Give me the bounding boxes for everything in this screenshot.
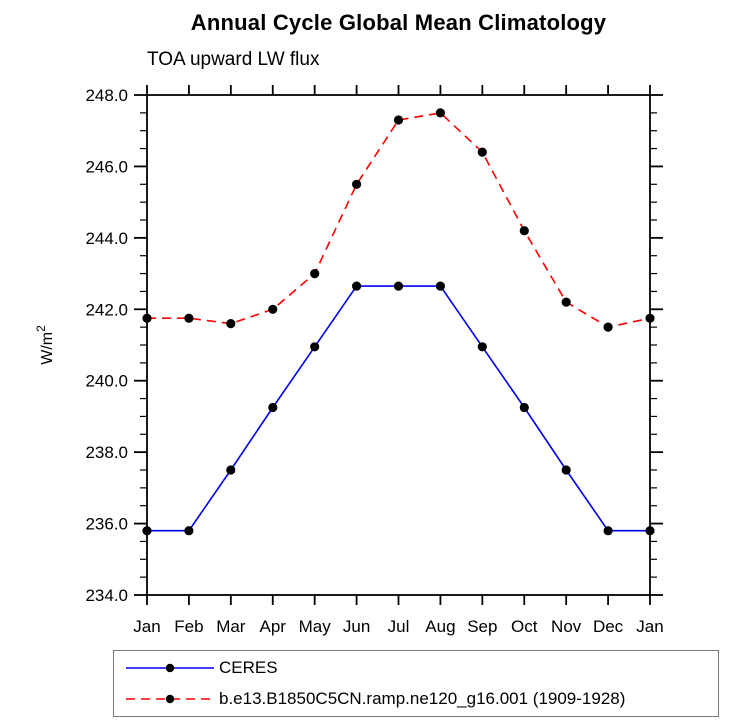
x-tick-label: Jul bbox=[388, 617, 410, 636]
x-tick-label: Jun bbox=[343, 617, 370, 636]
data-point-marker bbox=[603, 526, 613, 536]
legend-item-model: b.e13.B1850C5CN.ramp.ne120_g16.001 (1909… bbox=[114, 684, 718, 715]
data-point-marker bbox=[435, 281, 445, 291]
legend-label-ceres: CERES bbox=[219, 658, 278, 677]
data-point-marker bbox=[393, 115, 404, 125]
y-tick-label: 248.0 bbox=[85, 86, 128, 105]
data-point-marker bbox=[603, 322, 613, 332]
data-point-marker bbox=[310, 269, 320, 279]
data-point-marker bbox=[268, 304, 278, 314]
chart-subtitle: TOA upward LW flux bbox=[147, 49, 320, 70]
legend: CERES b.e13.B1850C5CN.ramp.ne120_g16.001… bbox=[113, 650, 719, 717]
y-tick-label: 244.0 bbox=[85, 229, 128, 248]
model-line-sample-icon bbox=[126, 694, 214, 704]
data-point-marker bbox=[435, 108, 445, 118]
data-point-marker bbox=[352, 281, 362, 291]
data-point-marker bbox=[268, 402, 278, 413]
x-tick-label: Jan bbox=[133, 617, 160, 636]
data-point-marker bbox=[142, 313, 152, 323]
data-point-marker bbox=[477, 147, 487, 157]
legend-label-model: b.e13.B1850C5CN.ramp.ne120_g16.001 (1909… bbox=[219, 689, 626, 708]
data-point-marker bbox=[519, 402, 529, 413]
x-tick-label: Apr bbox=[260, 617, 287, 636]
x-tick-label: Aug bbox=[425, 617, 455, 636]
data-point-marker bbox=[184, 526, 194, 536]
x-tick-label: Mar bbox=[216, 617, 246, 636]
data-point-marker bbox=[184, 313, 194, 323]
ceres-line-sample-icon bbox=[126, 663, 214, 673]
y-tick-label: 240.0 bbox=[85, 372, 128, 391]
data-point-marker bbox=[645, 313, 655, 323]
chart-title: Annual Cycle Global Mean Climatology bbox=[190, 10, 607, 35]
data-point-marker bbox=[561, 465, 571, 475]
x-tick-label: Feb bbox=[174, 617, 203, 636]
x-tick-label: Dec bbox=[593, 617, 624, 636]
model-line bbox=[147, 112, 651, 328]
data-point-marker bbox=[226, 465, 236, 475]
data-point-marker bbox=[519, 226, 529, 236]
data-point-marker bbox=[352, 179, 362, 189]
x-tick-label: May bbox=[299, 617, 332, 636]
data-point-marker bbox=[393, 281, 404, 291]
y-tick-label: 246.0 bbox=[85, 157, 128, 176]
y-tick-label: 242.0 bbox=[85, 300, 128, 319]
x-tick-label: Sep bbox=[467, 617, 497, 636]
legend-item-ceres: CERES bbox=[114, 653, 718, 684]
x-tick-label: Jan bbox=[636, 617, 663, 636]
data-point-marker bbox=[310, 342, 320, 352]
y-axis-title: W/m2 bbox=[34, 325, 56, 365]
y-tick-label: 238.0 bbox=[85, 443, 128, 462]
data-point-marker bbox=[226, 319, 236, 329]
data-point-marker bbox=[645, 526, 655, 536]
data-point-marker bbox=[477, 342, 487, 352]
data-point-marker bbox=[142, 526, 152, 536]
x-tick-label: Oct bbox=[511, 617, 538, 636]
x-tick-label: Nov bbox=[551, 617, 582, 636]
y-tick-label: 234.0 bbox=[85, 586, 128, 605]
y-tick-label: 236.0 bbox=[85, 515, 128, 534]
data-point-marker bbox=[561, 297, 571, 307]
plot-frame bbox=[146, 94, 651, 596]
